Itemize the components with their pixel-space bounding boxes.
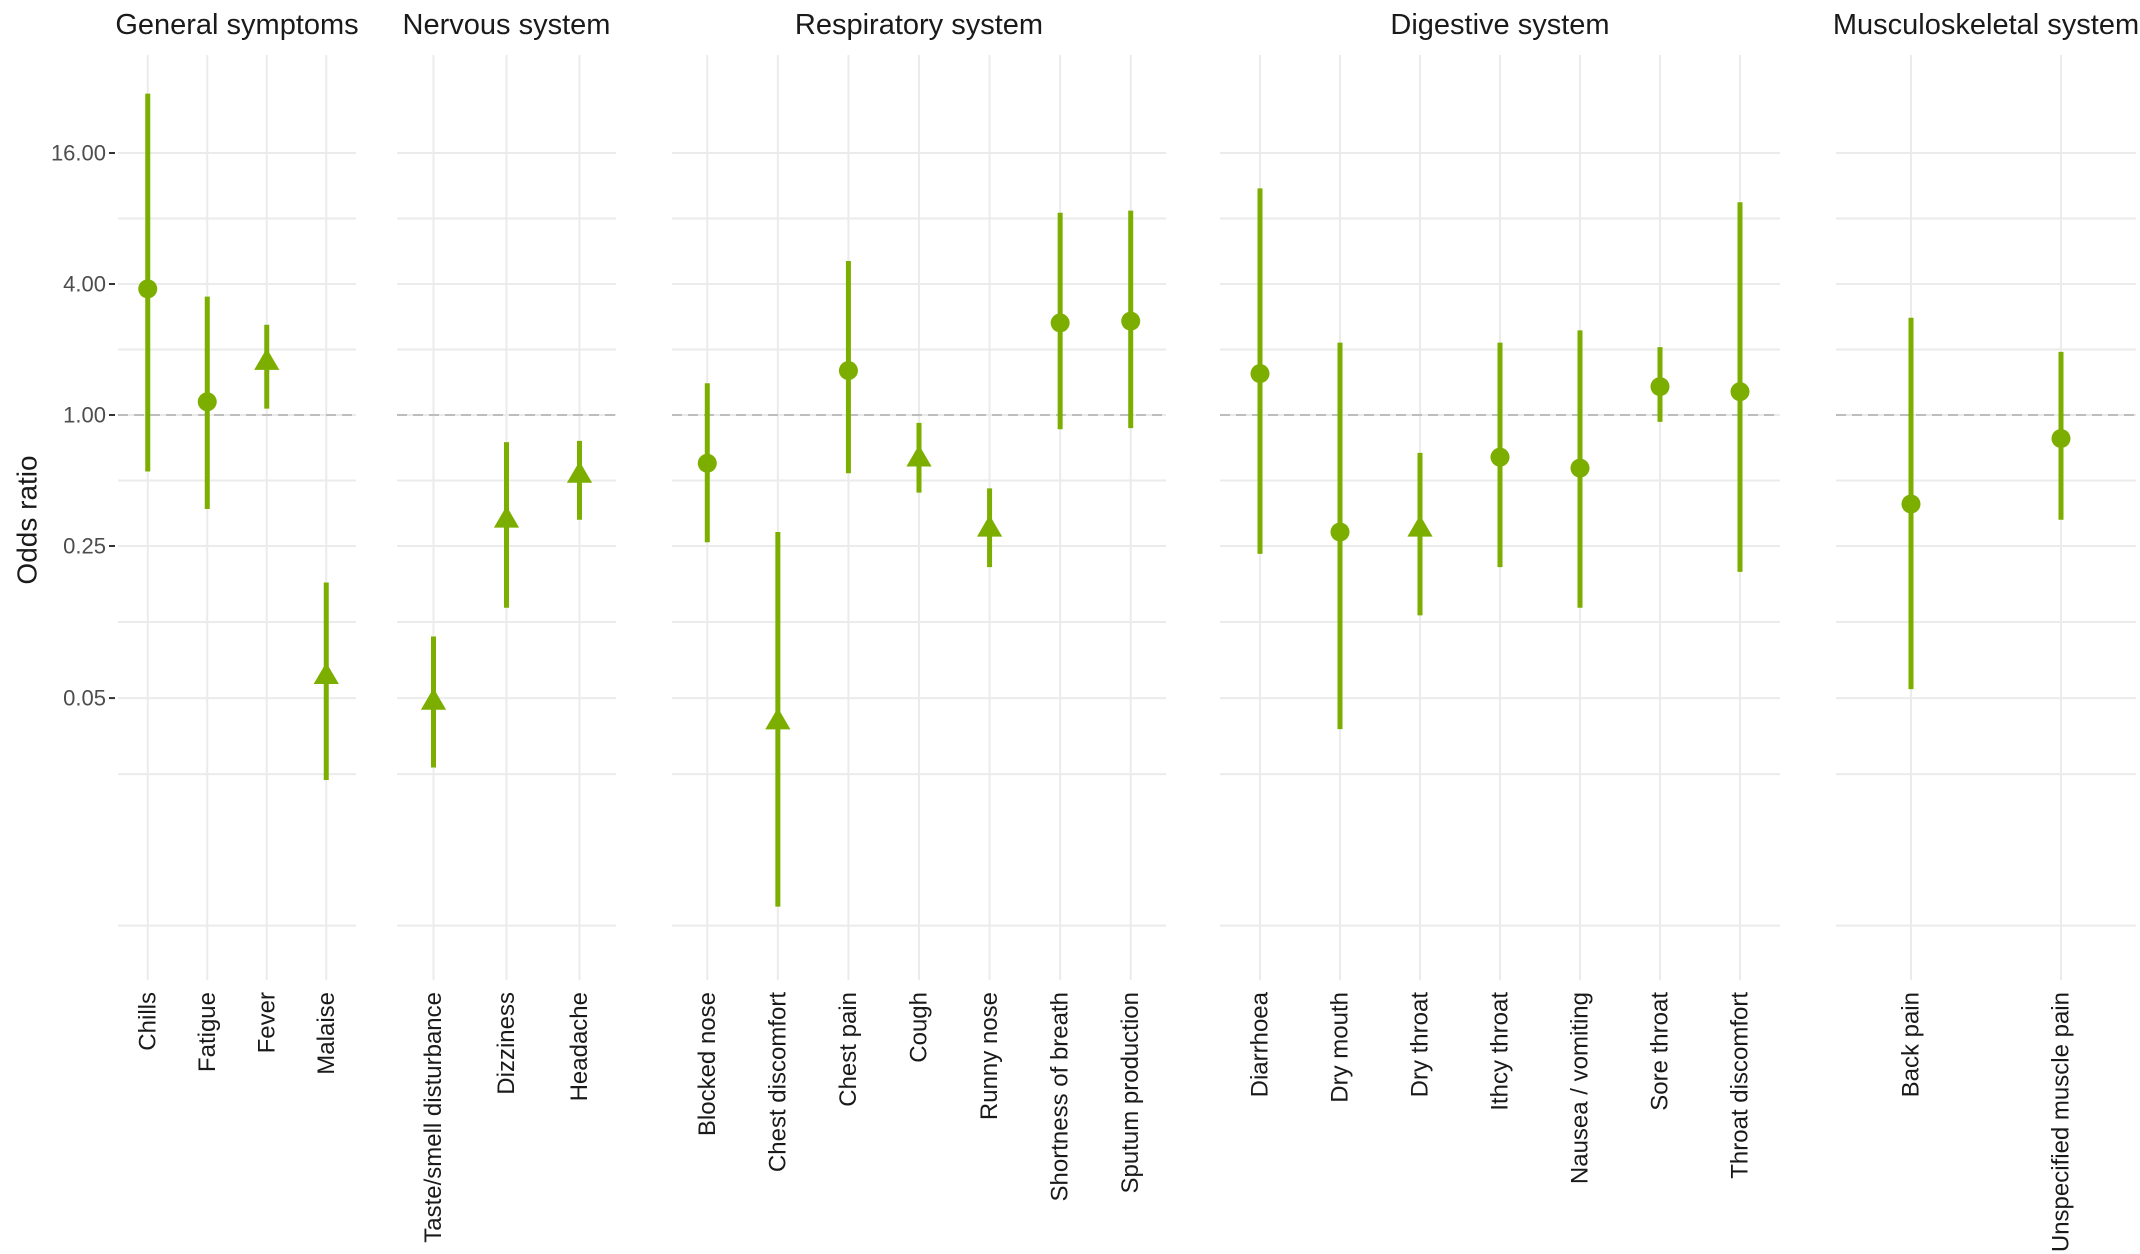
point-estimate-dot	[1250, 364, 1270, 384]
point-estimate-triangle	[493, 505, 520, 528]
category-label: Headache	[566, 992, 593, 1101]
facet-title: Digestive system	[1390, 9, 1609, 41]
point-estimate-dot	[1490, 447, 1510, 467]
y-tick-label: 16.00	[51, 141, 106, 166]
category-label: Unspecified muscle pain	[2048, 992, 2075, 1252]
point-estimate-triangle	[765, 707, 791, 730]
category-label: Chills	[134, 992, 161, 1051]
category-label: Sore throat	[1647, 992, 1674, 1111]
y-axis-title: Odds ratio	[12, 455, 43, 584]
y-tick-label: 0.25	[63, 534, 106, 559]
category-label: Fatigue	[194, 992, 221, 1072]
category-label: Chest discomfort	[764, 992, 791, 1172]
facet-title: Nervous system	[403, 9, 611, 41]
point-estimate-triangle	[254, 348, 280, 370]
category-label: Dry mouth	[1327, 992, 1354, 1103]
category-label: Fever	[253, 992, 280, 1053]
point-estimate-dot	[1121, 311, 1141, 331]
y-tick-label: 1.00	[63, 403, 106, 428]
point-estimate-dot	[138, 279, 158, 299]
point-estimate-triangle	[906, 444, 932, 467]
category-label: Back pain	[1898, 992, 1925, 1097]
category-label: Malaise	[313, 992, 340, 1075]
category-label: Nausea / vomiting	[1567, 992, 1594, 1184]
category-label: Dry throat	[1407, 992, 1434, 1098]
point-estimate-dot	[1650, 377, 1670, 397]
facet-panel: General symptoms Chills Fatigue Fever Malais…	[115, 9, 358, 1075]
category-label: Runny nose	[976, 992, 1003, 1120]
category-label: Chest pain	[835, 992, 862, 1107]
facet-panel: Respiratory system Blocked nose Chest disc…	[672, 9, 1166, 1201]
facet-title: General symptoms	[115, 9, 358, 41]
point-estimate-dot	[838, 361, 858, 381]
y-axis: 0.05 0.25 1.00 4.00 16.00 Odds ratio	[12, 141, 115, 711]
point-estimate-triangle	[420, 688, 447, 710]
point-estimate-dot	[2051, 428, 2071, 448]
point-estimate-dot	[1730, 382, 1750, 402]
y-tick-label: 4.00	[63, 272, 106, 297]
category-label: Blocked nose	[694, 992, 721, 1136]
y-tick-label: 0.05	[63, 686, 106, 711]
category-label: Taste/smell disturbance	[420, 992, 447, 1243]
point-estimate-dot	[697, 453, 717, 473]
point-estimate-dot	[197, 392, 217, 412]
category-label: Dizziness	[493, 992, 520, 1095]
point-estimate-triangle	[976, 514, 1003, 537]
facet-panel: Nervous system Taste/smell disturbance Diz…	[397, 9, 616, 1243]
facet-title: Respiratory system	[795, 9, 1043, 41]
facet-panel: Digestive system Diarrhoea Dry mouth Dry th…	[1220, 9, 1780, 1184]
point-estimate-dot	[1050, 313, 1070, 333]
category-label: Cough	[906, 992, 933, 1063]
facet-panel: Musculoskeletal system Back pain Unspecifi…	[1833, 9, 2139, 1252]
point-estimate-dot	[1330, 522, 1350, 542]
facet-title: Musculoskeletal system	[1833, 9, 2139, 41]
category-label: Ithcy throat	[1487, 992, 1514, 1111]
point-estimate-triangle	[1407, 514, 1433, 537]
category-label: Sputum production	[1117, 992, 1144, 1193]
point-estimate-dot	[1570, 458, 1590, 478]
point-estimate-triangle	[313, 662, 339, 685]
category-label: Diarrhoea	[1247, 991, 1274, 1097]
point-estimate-triangle	[566, 461, 593, 483]
category-label: Shortness of breath	[1047, 992, 1074, 1201]
point-estimate-dot	[1901, 494, 1921, 514]
category-label: Throat discomfort	[1727, 992, 1754, 1179]
